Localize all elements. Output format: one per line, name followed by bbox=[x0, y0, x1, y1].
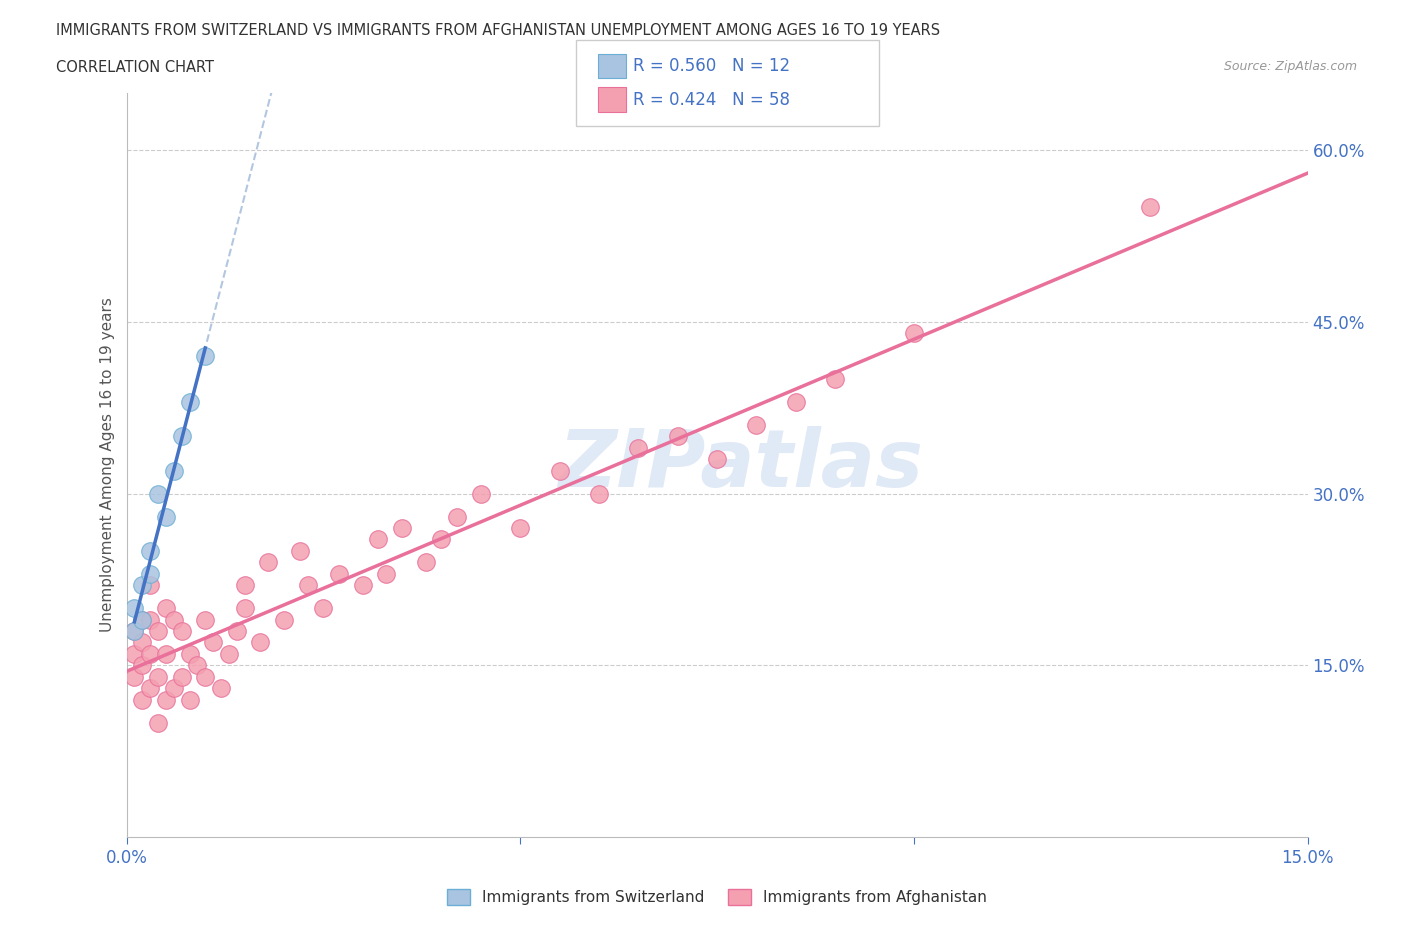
Point bbox=[225, 623, 247, 638]
Point bbox=[131, 612, 153, 627]
Point bbox=[257, 555, 280, 570]
Point bbox=[179, 692, 201, 707]
Point bbox=[131, 692, 153, 707]
Point bbox=[367, 532, 389, 547]
Point bbox=[415, 555, 437, 570]
Point bbox=[824, 372, 846, 387]
Point bbox=[328, 566, 350, 581]
Point bbox=[163, 463, 186, 478]
Point bbox=[666, 429, 689, 444]
Point bbox=[124, 623, 146, 638]
Point bbox=[903, 326, 925, 340]
Point bbox=[588, 486, 610, 501]
Y-axis label: Unemployment Among Ages 16 to 19 years: Unemployment Among Ages 16 to 19 years bbox=[100, 298, 115, 632]
Point bbox=[312, 601, 335, 616]
Point bbox=[139, 681, 162, 696]
Point bbox=[139, 646, 162, 661]
Point bbox=[202, 635, 225, 650]
Point bbox=[194, 612, 217, 627]
Point bbox=[785, 394, 807, 409]
Point bbox=[131, 612, 153, 627]
Point bbox=[155, 692, 177, 707]
Point bbox=[1139, 200, 1161, 215]
Point bbox=[273, 612, 295, 627]
Point bbox=[470, 486, 492, 501]
Point bbox=[446, 509, 468, 524]
Point bbox=[163, 612, 186, 627]
Point bbox=[706, 452, 728, 467]
Point bbox=[155, 646, 177, 661]
Point bbox=[186, 658, 208, 672]
Text: R = 0.560   N = 12: R = 0.560 N = 12 bbox=[633, 57, 790, 75]
Point bbox=[124, 646, 146, 661]
Point bbox=[233, 578, 256, 592]
Point bbox=[194, 349, 217, 364]
Point bbox=[179, 646, 201, 661]
Point bbox=[139, 566, 162, 581]
Point bbox=[131, 635, 153, 650]
Point bbox=[179, 394, 201, 409]
Point bbox=[627, 441, 650, 456]
Point bbox=[139, 543, 162, 558]
Point bbox=[146, 715, 169, 730]
Point bbox=[233, 601, 256, 616]
Point bbox=[194, 670, 217, 684]
Point bbox=[249, 635, 271, 650]
Point bbox=[139, 578, 162, 592]
Point bbox=[163, 681, 186, 696]
Text: ZIPatlas: ZIPatlas bbox=[558, 426, 924, 504]
Point bbox=[170, 623, 193, 638]
Text: R = 0.424   N = 58: R = 0.424 N = 58 bbox=[633, 90, 790, 109]
Point bbox=[146, 670, 169, 684]
Point bbox=[209, 681, 232, 696]
Point bbox=[131, 578, 153, 592]
Point bbox=[146, 623, 169, 638]
Point bbox=[352, 578, 374, 592]
Point bbox=[745, 418, 768, 432]
Point bbox=[131, 658, 153, 672]
Text: Source: ZipAtlas.com: Source: ZipAtlas.com bbox=[1223, 60, 1357, 73]
Point bbox=[170, 670, 193, 684]
Point bbox=[288, 543, 311, 558]
Point bbox=[155, 601, 177, 616]
Point bbox=[430, 532, 453, 547]
Point bbox=[218, 646, 240, 661]
Point bbox=[391, 521, 413, 536]
Point bbox=[124, 670, 146, 684]
Point bbox=[548, 463, 571, 478]
Legend: Immigrants from Switzerland, Immigrants from Afghanistan: Immigrants from Switzerland, Immigrants … bbox=[441, 883, 993, 911]
Point bbox=[139, 612, 162, 627]
Point bbox=[155, 509, 177, 524]
Text: CORRELATION CHART: CORRELATION CHART bbox=[56, 60, 214, 75]
Point bbox=[375, 566, 398, 581]
Point bbox=[124, 623, 146, 638]
Point bbox=[170, 429, 193, 444]
Point bbox=[509, 521, 531, 536]
Point bbox=[124, 601, 146, 616]
Point bbox=[297, 578, 319, 592]
Point bbox=[146, 486, 169, 501]
Text: IMMIGRANTS FROM SWITZERLAND VS IMMIGRANTS FROM AFGHANISTAN UNEMPLOYMENT AMONG AG: IMMIGRANTS FROM SWITZERLAND VS IMMIGRANT… bbox=[56, 23, 941, 38]
